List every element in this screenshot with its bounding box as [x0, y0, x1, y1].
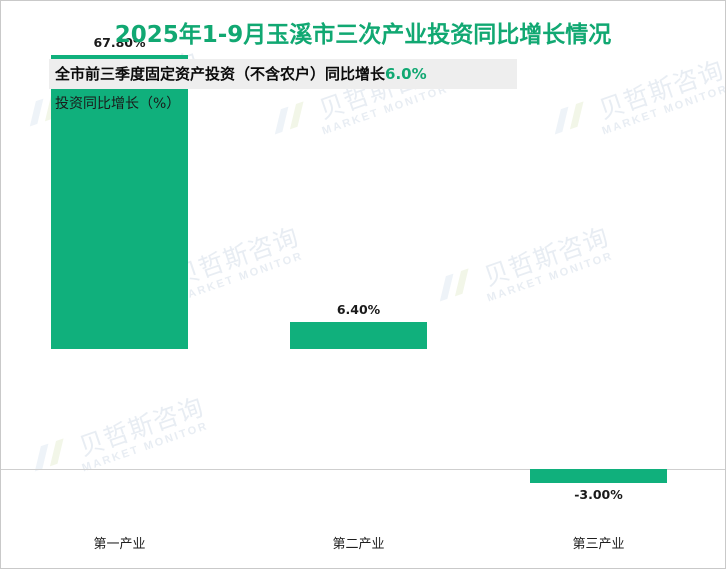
chart-subtitle: 全市前三季度固定资产投资（不含农户）同比增长6.0% [49, 59, 517, 89]
bar-1[interactable] [290, 322, 427, 349]
bar-value-label-1: 6.40% [336, 302, 381, 317]
bar-group: -3.00% 第三产业 [530, 119, 667, 568]
bar-value-label-2: -3.00% [574, 487, 623, 502]
bar-0[interactable] [51, 55, 188, 349]
chart-subtitle-highlight-value: 6.0% [385, 65, 427, 83]
plot-area: 67.80% 第一产业 6.40% 第二产业 -3.00% 第三产业 [1, 35, 725, 568]
bar-value-label-0: 67.80% [93, 35, 146, 50]
chart-title: 2025年1-9月玉溪市三次产业投资同比增长情况 [114, 22, 612, 48]
zero-baseline [1, 469, 725, 470]
category-label-2: 第三产业 [572, 537, 625, 552]
chart-subtitle-prefix: 全市前三季度固定资产投资（不含农户）同比增长 [55, 65, 386, 83]
bar-group: 67.80% 第一产业 [51, 35, 188, 568]
category-label-0: 第一产业 [93, 537, 146, 552]
bar-2[interactable] [530, 469, 667, 483]
bar-group: 6.40% 第二产业 [290, 119, 427, 568]
y-axis-label: 投资同比增长（%） [55, 96, 181, 112]
watermark-cn-text: 贝哲斯咨询 [595, 54, 725, 125]
category-label-1: 第二产业 [332, 537, 385, 552]
